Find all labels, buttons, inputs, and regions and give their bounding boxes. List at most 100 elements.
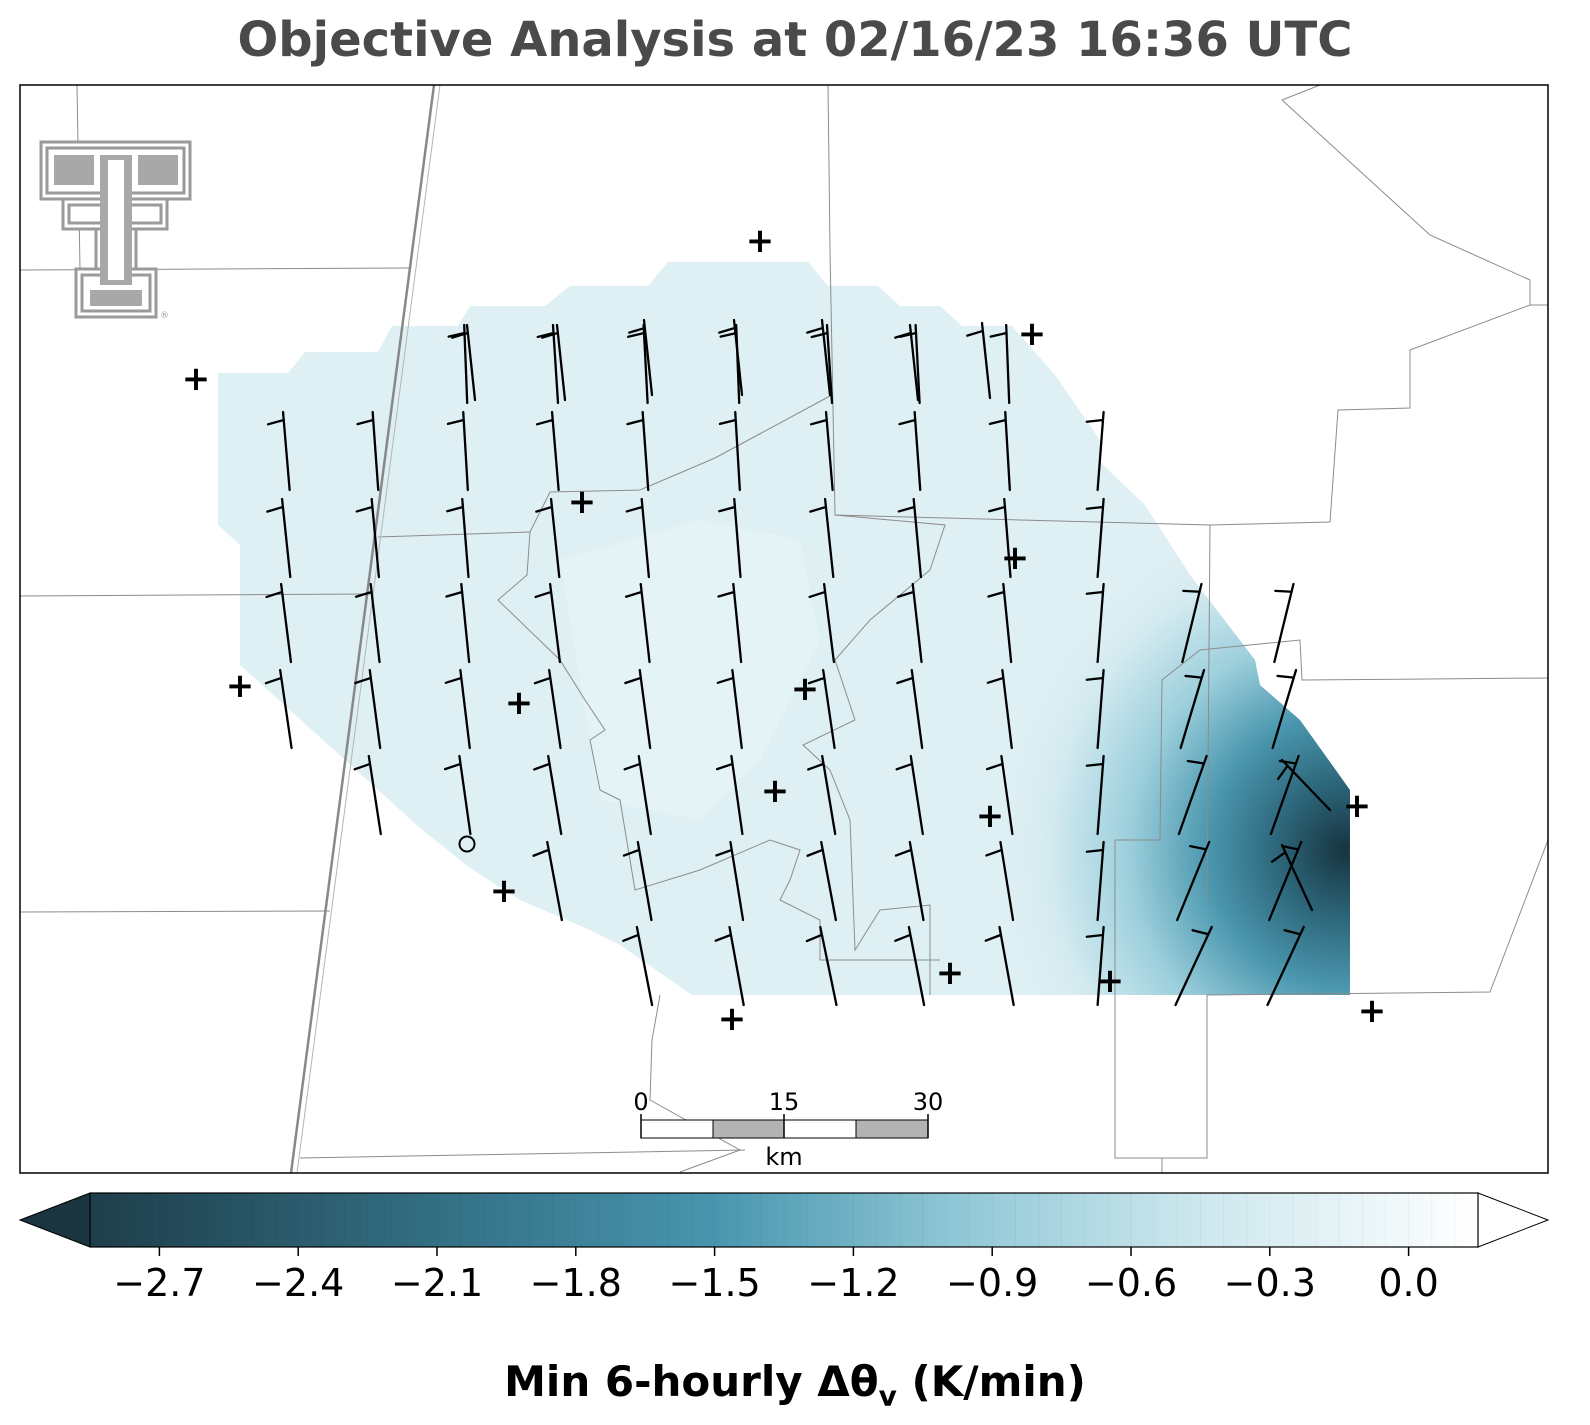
wind-barb (894, 925, 926, 1007)
wind-barb (1276, 758, 1332, 812)
station-markers: + + + + + + + + + + + + + + + + (182, 221, 1387, 1039)
wind-barb (535, 410, 560, 492)
analysis-field-cold-pool (980, 326, 1350, 995)
colorbar-tick-label: −2.4 (252, 1261, 344, 1305)
wind-barb (898, 410, 922, 492)
texas-tech-logo-icon: ® (39, 140, 192, 321)
wind-barb (446, 410, 469, 492)
station-marker: + (746, 221, 775, 261)
wind-barb (624, 668, 652, 750)
wind-barb (533, 754, 563, 836)
colorbar-tick-label: −2.7 (113, 1261, 205, 1305)
wind-barb (807, 668, 836, 750)
chart-title: Objective Analysis at 02/16/23 16:36 UTC (237, 12, 1353, 68)
wind-barb (356, 410, 380, 492)
wind-barb (987, 582, 1013, 664)
wind-barb (809, 410, 834, 492)
wind-barb (715, 754, 744, 836)
wind-barb (622, 925, 654, 1007)
colorbar-extend-max (1477, 1192, 1550, 1248)
station-marker: + (976, 796, 1005, 836)
wind-barb (806, 318, 832, 397)
station-marker: + (226, 666, 255, 706)
wind-barb (985, 840, 1015, 922)
wind-barb (627, 323, 649, 405)
wind-barb (622, 840, 653, 922)
wind-barb (445, 582, 471, 664)
wind-barb (541, 323, 567, 402)
wind-barb (1085, 754, 1105, 836)
station-marker: + (568, 482, 597, 522)
station-marker: + (1343, 786, 1372, 826)
wind-barb (718, 318, 744, 397)
county-boundaries (20, 85, 1548, 1173)
map-area: + + + + + + + + + + + + + + + + ® (20, 85, 1548, 1173)
wind-barb (1085, 925, 1105, 1007)
station-marker: + (1018, 314, 1047, 354)
station-marker: + (936, 953, 965, 993)
wind-barb (1268, 840, 1303, 922)
wind-barb (1179, 668, 1206, 750)
wind-barb (1273, 582, 1295, 664)
wind-barb (624, 582, 651, 664)
wind-barb (354, 668, 382, 750)
colorbar-tick-label: −0.9 (946, 1261, 1038, 1305)
wind-barb (1085, 497, 1105, 579)
wind-barb (894, 840, 925, 922)
wind-barb (1174, 925, 1213, 1007)
wind-barb (716, 668, 743, 750)
wind-barb (266, 497, 292, 579)
analysis-field-light-band (560, 520, 820, 820)
wind-barb (266, 410, 291, 492)
wind-barb (1085, 668, 1105, 750)
wind-barb (895, 754, 924, 836)
wind-barb (807, 754, 837, 836)
wind-barb (896, 582, 923, 664)
wind-barb (1085, 582, 1105, 664)
colorbar-extend-min (18, 1192, 91, 1248)
wind-barb (985, 754, 1014, 836)
wind-barb (989, 323, 1011, 405)
colorbar-tick-label: −1.8 (530, 1261, 622, 1305)
wind-barb (534, 582, 562, 664)
wind-barb (1266, 925, 1305, 1007)
map-frame (19, 84, 1549, 1174)
colorbar-body (90, 1193, 1478, 1247)
wind-barb (988, 410, 1011, 492)
calm-station-circle (458, 835, 476, 853)
wind-barb (897, 497, 923, 579)
wind-barb (354, 582, 381, 664)
wind-barb (986, 668, 1013, 750)
station-marker: + (1096, 961, 1125, 1001)
wind-barb (808, 582, 836, 664)
wind-barb (714, 925, 745, 1007)
station-marker: + (718, 999, 747, 1039)
wind-barb (718, 497, 742, 579)
wind-barb (894, 323, 920, 402)
colorbar-tick-label: −1.5 (668, 1261, 760, 1305)
station-marker: + (791, 669, 820, 709)
station-marker: + (1001, 538, 1030, 578)
wind-barb (1085, 840, 1105, 922)
wind-barb (988, 497, 1012, 579)
scale-bar: 0 15 30 km (633, 1088, 943, 1171)
station-marker: + (1358, 991, 1387, 1031)
wind-barb (806, 840, 837, 922)
wind-barb (966, 321, 992, 400)
colorbar-tick-label: 0.0 (1378, 1261, 1438, 1305)
wind-barb (444, 668, 471, 750)
scale-tick-30: 30 (913, 1088, 944, 1116)
wind-barb (1176, 840, 1211, 922)
scale-tick-0: 0 (633, 1088, 648, 1116)
station-marker: + (505, 683, 534, 723)
wind-barb (451, 323, 477, 402)
wind-barb (536, 323, 560, 405)
wind-barb (535, 497, 561, 579)
wind-barb (443, 754, 472, 836)
wind-barb (1270, 843, 1314, 912)
wind-barb (532, 840, 563, 922)
wind-barbs (264, 318, 1332, 1007)
wind-barb (809, 497, 835, 579)
wind-barb (264, 668, 293, 750)
station-marker: + (182, 359, 211, 399)
